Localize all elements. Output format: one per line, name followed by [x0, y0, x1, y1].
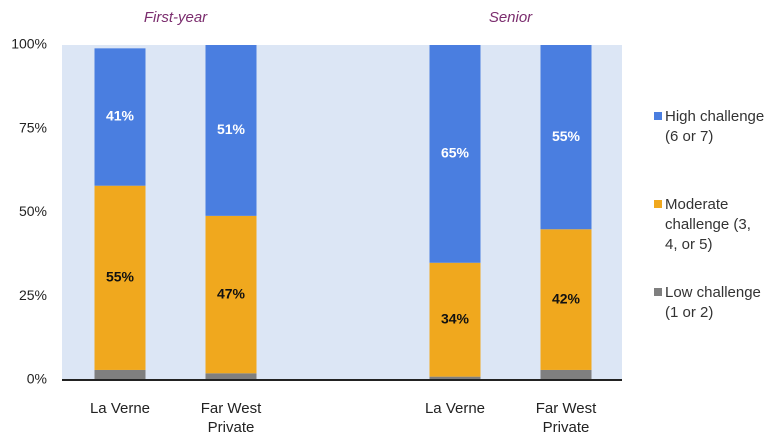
y-tick-label: 50% — [19, 203, 47, 219]
plot-area — [62, 45, 622, 380]
group-label: Senior — [489, 9, 533, 26]
data-label: 51% — [217, 121, 246, 137]
legend-entry: High challenge (6 or 7) — [654, 107, 765, 147]
y-tick-label: 100% — [11, 36, 47, 52]
data-label: 41% — [106, 108, 135, 124]
x-tick-label: La Verne — [424, 400, 486, 417]
y-tick-label: 75% — [19, 119, 47, 135]
bar-segment — [94, 185, 146, 370]
x-tick-label: Far West Private — [200, 400, 262, 436]
bar-segment — [205, 45, 257, 216]
bar-segment — [540, 229, 592, 370]
data-label: 47% — [217, 285, 246, 301]
bar-segment — [429, 262, 481, 377]
data-label: 42% — [552, 290, 581, 306]
y-tick-label: 0% — [27, 371, 47, 387]
legend-entry: Low challenge (1 or 2) — [654, 283, 765, 323]
data-label: 55% — [552, 128, 581, 144]
bar-segment — [429, 45, 481, 263]
bar-segment — [540, 369, 592, 380]
legend-swatch — [654, 200, 662, 208]
data-label: 65% — [441, 145, 470, 161]
data-label: 34% — [441, 310, 470, 326]
group-label: First-year — [144, 9, 208, 26]
bar-segment — [205, 215, 257, 374]
legend-swatch — [654, 112, 662, 120]
bar-segment — [94, 48, 146, 186]
legend-entry: Moderate challenge (3, 4, or 5) — [654, 195, 765, 255]
legend-swatch — [654, 288, 662, 296]
data-label: 55% — [106, 269, 135, 285]
x-tick-label: La Verne — [89, 400, 151, 417]
x-tick-label: Far West Private — [535, 400, 597, 436]
y-tick-label: 25% — [19, 287, 47, 303]
bar-segment — [540, 45, 592, 230]
bar-segment — [429, 376, 481, 380]
bar-segment — [205, 373, 257, 380]
bar-segment — [94, 369, 146, 380]
